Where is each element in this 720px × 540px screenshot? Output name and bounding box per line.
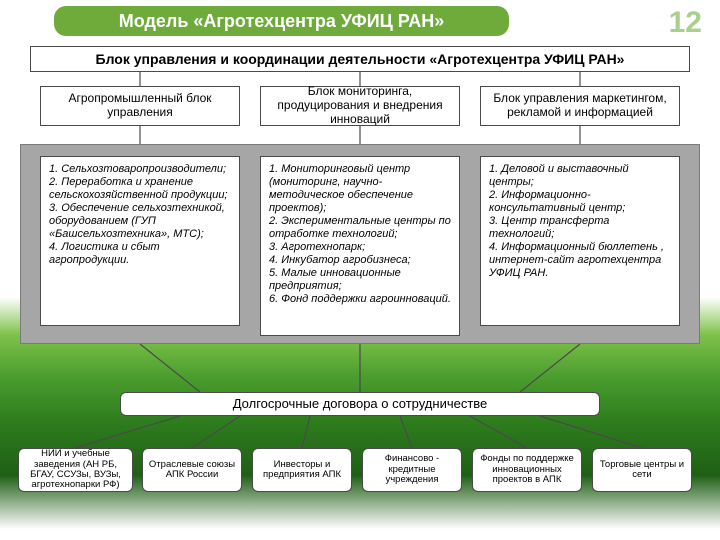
tier2-box-0: Агропромышленный блок управления <box>40 86 240 126</box>
header-block: Блок управления и координации деятельнос… <box>30 46 690 72</box>
bottom-box-0: НИИ и учебные заведения (АН РБ, БГАУ, СС… <box>18 448 133 492</box>
tier2-box-2: Блок управления маркетингом, рекламой и … <box>480 86 680 126</box>
slide: Модель «Агротехцентра УФИЦ РАН» 12 Блок … <box>0 0 720 540</box>
slide-title: Модель «Агротехцентра УФИЦ РАН» <box>54 6 509 36</box>
detail-box-0: 1. Сельхозтоваропроизводители; 2. Перера… <box>40 156 240 326</box>
contracts-box: Долгосрочные договора о сотрудничестве <box>120 392 600 416</box>
page-number: 12 <box>669 6 702 40</box>
detail-box-2: 1. Деловой и выставочный центры; 2. Инфо… <box>480 156 680 326</box>
bottom-box-5: Торговые центры и сети <box>592 448 692 492</box>
bottom-box-4: Фонды по поддержке инновационных проекто… <box>472 448 582 492</box>
bottom-box-1: Отраслевые союзы АПК России <box>142 448 242 492</box>
tier2-box-1: Блок мониторинга, продуцирования и внедр… <box>260 86 460 126</box>
bottom-box-2: Инвесторы и предприятия АПК <box>252 448 352 492</box>
detail-box-1: 1. Мониторинговый центр (мониторинг, нау… <box>260 156 460 336</box>
bottom-box-3: Финансово - кредитные учреждения <box>362 448 462 492</box>
